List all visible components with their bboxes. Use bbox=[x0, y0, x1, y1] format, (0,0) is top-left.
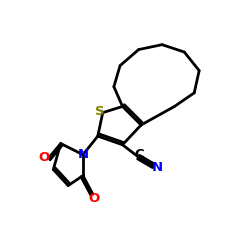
Text: O: O bbox=[38, 152, 50, 164]
Text: C: C bbox=[134, 148, 144, 161]
Text: O: O bbox=[88, 192, 100, 205]
Text: N: N bbox=[78, 148, 88, 161]
Text: S: S bbox=[95, 105, 104, 118]
Text: N: N bbox=[152, 160, 163, 173]
